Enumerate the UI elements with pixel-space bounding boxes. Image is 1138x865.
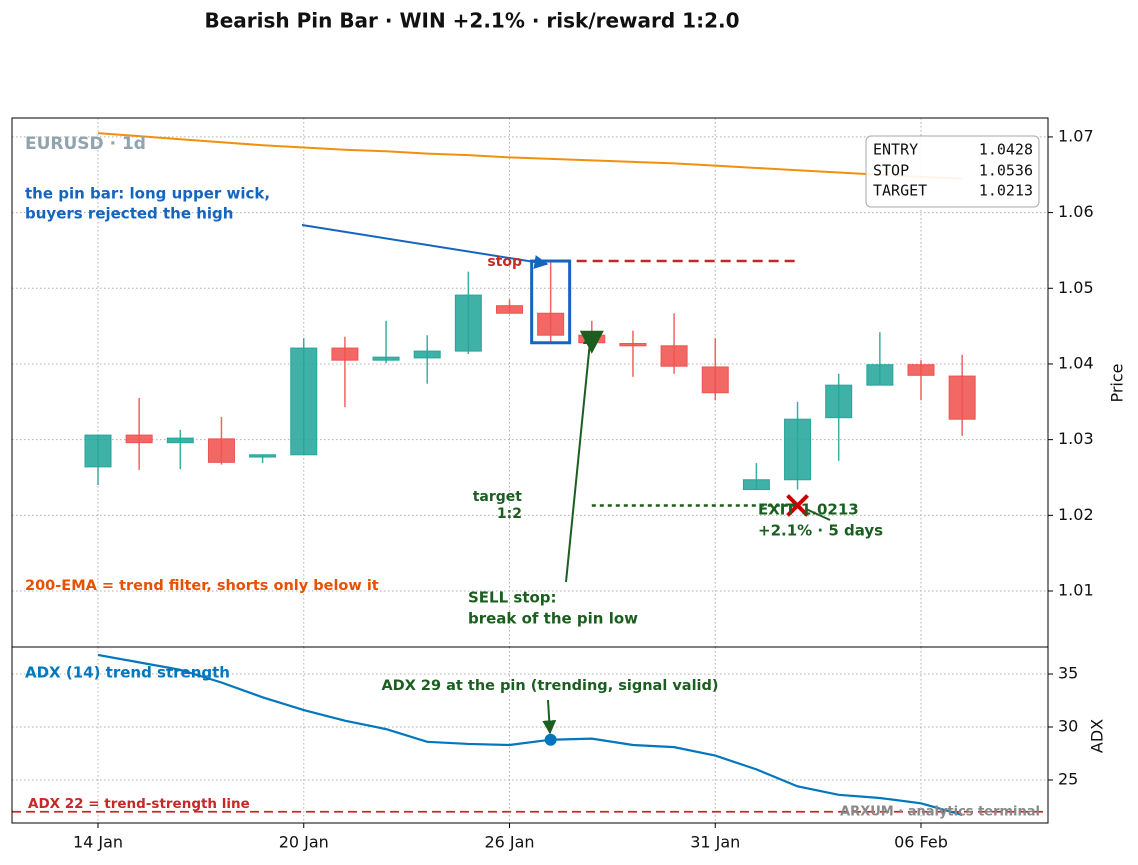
adx-frame (11, 646, 1049, 824)
y-tick-label: 1.07 (1058, 126, 1094, 145)
candle-body (660, 345, 688, 367)
levels-box-frame (865, 135, 1040, 208)
annotation: ADX 29 at the pin (trending, signal vali… (381, 678, 718, 694)
annotation: stop (487, 254, 522, 270)
x-tick-label: 06 Feb (894, 833, 948, 852)
y-axis-label: Price (1108, 363, 1127, 402)
candle-body (742, 479, 770, 491)
ema-line (97, 132, 963, 180)
y-axis-label: ADX (1088, 719, 1107, 753)
annotation: ADX 22 = trend-strength line (28, 796, 250, 812)
y-tick-label: 1.05 (1058, 278, 1094, 297)
adx-pin-point (544, 733, 557, 746)
candle-body (701, 366, 729, 394)
exit-marker (786, 494, 809, 517)
annotation: target (473, 489, 523, 505)
y-tick-label: 30 (1058, 717, 1078, 736)
y-tick-label: 1.01 (1058, 580, 1094, 599)
chart-title: Bearish Pin Bar · WIN +2.1% · risk/rewar… (204, 9, 739, 33)
y-tick-label: 25 (1058, 769, 1078, 788)
candle-body (84, 434, 112, 468)
candle-body (207, 438, 235, 463)
y-tick-label: 1.06 (1058, 202, 1094, 221)
candle-body (166, 437, 194, 444)
annotation-arrow (542, 699, 557, 735)
watermark: EURUSD · 1d (25, 134, 146, 154)
candle-body (948, 375, 976, 420)
adx-line (97, 653, 963, 817)
annotation: SELL stop: (468, 589, 557, 607)
candle-body (825, 384, 853, 419)
level-label: STOP (873, 162, 909, 180)
marks-layer (12, 132, 1048, 817)
grid-layer (12, 118, 1048, 823)
candle-body (290, 347, 318, 456)
candle-body (496, 305, 523, 314)
level-label: ENTRY (873, 141, 918, 159)
candle-body (619, 343, 647, 347)
x-tick-label: 14 Jan (73, 833, 123, 852)
pin-highlight (530, 259, 572, 345)
candle-body (866, 364, 894, 386)
annotation: +2.1% · 5 days (758, 522, 883, 540)
level-value: 1.0213 (979, 182, 1033, 200)
y-tick-label: 1.02 (1058, 505, 1094, 524)
candle-body (125, 434, 153, 444)
level-value: 1.0536 (979, 162, 1033, 180)
y-tick-label: 35 (1058, 664, 1078, 683)
candle-body (907, 364, 935, 376)
y-tick-label: 1.03 (1058, 429, 1094, 448)
annotation: buyers rejected the high (25, 205, 233, 223)
candle-body (454, 294, 482, 352)
candle-body (249, 454, 277, 458)
candle-body (537, 312, 565, 336)
candle-body (413, 350, 441, 359)
annotation: break of the pin low (468, 610, 638, 628)
annotation-arrow (301, 224, 549, 269)
annotation-arrow (565, 330, 597, 583)
candle-body (784, 418, 812, 481)
level-label: TARGET (873, 182, 927, 200)
annotation: 1:2 (497, 506, 522, 522)
x-tick-label: 20 Jan (279, 833, 329, 852)
x-tick-label: 26 Jan (484, 833, 534, 852)
x-tick-label: 31 Jan (690, 833, 740, 852)
levels-box: ENTRY 1.0428 STOP 1.0536 TARGET 1.0213 (865, 135, 1040, 208)
level-value: 1.0428 (979, 141, 1033, 159)
watermark: ARXUM · analytics terminal (840, 805, 1040, 820)
annotation: 200-EMA = trend filter, shorts only belo… (25, 578, 379, 594)
candle-body (372, 356, 400, 361)
annotation-arrow (805, 508, 831, 521)
annotation: ADX (14) trend strength (25, 664, 230, 682)
annotation: the pin bar: long upper wick, (25, 185, 270, 203)
y-tick-label: 1.04 (1058, 353, 1094, 372)
candle-body (331, 347, 359, 361)
